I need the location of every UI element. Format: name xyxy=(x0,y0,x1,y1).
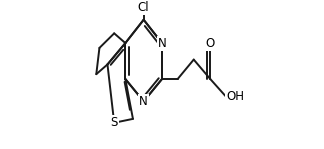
Text: S: S xyxy=(110,116,118,129)
Text: O: O xyxy=(206,37,215,50)
Text: OH: OH xyxy=(226,90,244,103)
Text: N: N xyxy=(139,95,148,108)
Text: N: N xyxy=(157,37,167,50)
Text: Cl: Cl xyxy=(138,1,149,14)
